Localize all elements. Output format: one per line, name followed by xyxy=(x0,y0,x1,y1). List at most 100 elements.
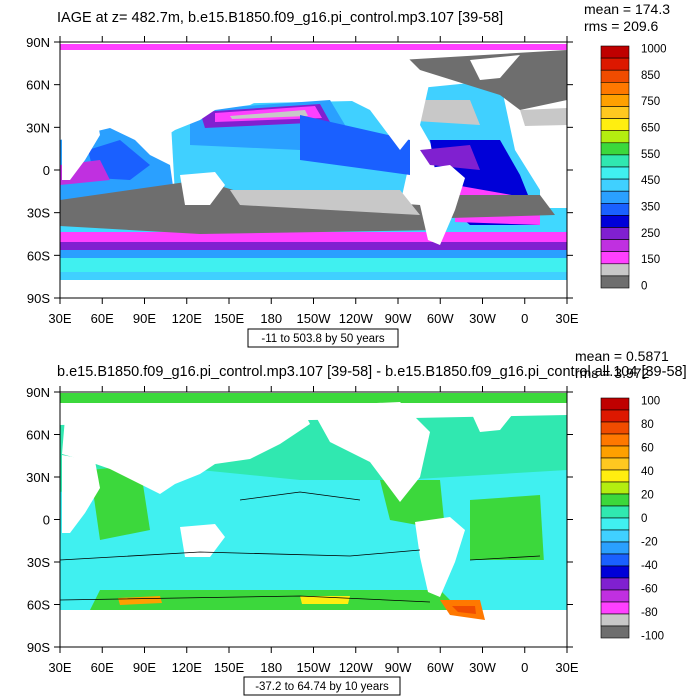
stat-rms: rms = 3.972 xyxy=(575,365,650,381)
colorbar-swatch xyxy=(600,469,630,483)
stat-rms: rms = 209.6 xyxy=(584,18,659,34)
colorbar-swatch xyxy=(600,577,630,591)
lon-label: 60W xyxy=(427,311,454,326)
colorbar-swatch xyxy=(600,69,630,83)
colorbar-swatch xyxy=(600,481,630,495)
colorbar-labels: 100 80 60 40 20 0 -20 -40 -60 -80 -100 xyxy=(641,395,664,642)
lat-label: 60N xyxy=(26,78,50,93)
colorbar-swatch xyxy=(600,215,630,228)
lon-label: 30E xyxy=(48,660,71,675)
colorbar-swatch xyxy=(600,130,630,144)
lon-label: 30E xyxy=(48,311,71,326)
colorbar-swatch xyxy=(600,409,630,423)
landmass-greenland xyxy=(470,55,520,80)
landmass-eurasia xyxy=(62,50,310,140)
colorbar-swatch xyxy=(600,493,630,507)
colorbar-swatch xyxy=(600,421,630,435)
lon-label: 60W xyxy=(427,660,454,675)
colorbar-label: 850 xyxy=(641,70,660,82)
longitude-labels: 30E 60E 90E 120E 150E 180 150W 120W 90W 60W 30W 0 30… xyxy=(48,660,578,675)
stat-mean: mean = 174.3 xyxy=(584,1,670,17)
longitude-labels: 30E 60E 90E 120E 150E 180 150W 120W 90W 60W 30W 0 30… xyxy=(48,311,578,326)
colorbar-label: 650 xyxy=(641,123,660,135)
colorbar-swatch xyxy=(600,239,630,253)
colorbar-swatch xyxy=(600,517,630,531)
colorbar-swatch xyxy=(600,45,630,59)
lon-label: 90W xyxy=(385,311,412,326)
contour-info: -11 to 503.8 by 50 years xyxy=(261,333,384,345)
lon-label: 0 xyxy=(521,311,528,326)
lon-label: 30W xyxy=(469,311,496,326)
lon-label: 150E xyxy=(214,660,245,675)
colorbar-swatch xyxy=(600,505,630,519)
panel-title: IAGE at z= 482.7m, b.e15.B1850.f09_g16.p… xyxy=(57,10,503,26)
lat-label: 60N xyxy=(26,428,50,443)
lat-label: 90N xyxy=(26,35,50,50)
colorbar xyxy=(600,397,630,639)
latitude-labels: 90N 60N 30N 0 30S 60S 90S xyxy=(26,35,50,306)
lon-label: 120E xyxy=(172,660,203,675)
lat-label: 0 xyxy=(43,513,50,528)
map-area xyxy=(60,42,567,298)
landmass-africa xyxy=(62,102,100,180)
lat-label: 30S xyxy=(27,555,50,570)
lat-label: 90S xyxy=(27,640,50,655)
map-area xyxy=(60,392,567,647)
colorbar-label: -20 xyxy=(641,537,658,549)
colorbar-swatch xyxy=(600,82,630,95)
axis-ticks xyxy=(54,36,573,304)
panel-age: IAGE at z= 482.7m, b.e15.B1850.f09_g16.p… xyxy=(26,1,670,348)
colorbar-label: 40 xyxy=(641,466,654,478)
colorbar-swatch xyxy=(600,445,630,459)
colorbar-label: 750 xyxy=(641,96,660,108)
lon-label: 30W xyxy=(469,660,496,675)
colorbar-swatch xyxy=(600,154,630,168)
lon-label: 120W xyxy=(339,311,374,326)
colorbar-swatch xyxy=(600,263,630,277)
landmass-south-america xyxy=(415,165,465,245)
lon-label: 90W xyxy=(385,660,412,675)
lon-label: 120W xyxy=(339,660,374,675)
colorbar-swatch xyxy=(600,601,630,615)
lon-label: 60E xyxy=(91,660,114,675)
colorbar-swatch xyxy=(600,166,630,180)
lon-label: 120E xyxy=(172,311,203,326)
colorbar-label: -60 xyxy=(641,584,658,596)
panel-difference: b.e15.B1850.f09_g16.pi_control.mp3.107 [… xyxy=(26,348,687,696)
lon-label: 90E xyxy=(133,311,156,326)
colorbar-label: 450 xyxy=(641,175,660,187)
colorbar-swatch xyxy=(600,178,630,192)
colorbar-swatch xyxy=(600,57,630,71)
contour-info: -37.2 to 64.74 by 10 years xyxy=(255,681,389,693)
colorbar-swatch xyxy=(600,565,630,579)
lat-label: 60S xyxy=(27,248,50,263)
colorbar-label: 0 xyxy=(641,513,647,525)
colorbar-label: 350 xyxy=(641,201,660,213)
contour-info-box xyxy=(243,676,401,696)
panel-title: b.e15.B1850.f09_g16.pi_control.mp3.107 [… xyxy=(57,364,687,380)
colorbar-swatch xyxy=(600,613,630,627)
colorbar-swatch xyxy=(600,118,630,131)
colorbar-swatch xyxy=(600,94,630,107)
colorbar-label: 1000 xyxy=(641,44,667,56)
colorbar-swatch xyxy=(600,433,630,447)
colorbar-swatch xyxy=(600,457,630,471)
lat-label: 30S xyxy=(27,206,50,221)
colorbar-label: 550 xyxy=(641,149,660,161)
lon-label: 180 xyxy=(260,311,282,326)
colorbar-swatch xyxy=(600,553,630,567)
lat-label: 30N xyxy=(26,120,50,135)
colorbar-label: -80 xyxy=(641,607,658,619)
colorbar-swatch xyxy=(600,275,630,289)
lat-label: 90S xyxy=(27,291,50,306)
colorbar-label: 150 xyxy=(641,254,660,266)
colorbar-swatch xyxy=(600,251,630,265)
colorbar-swatch xyxy=(600,106,630,119)
colorbar-label: 60 xyxy=(641,442,654,454)
latitude-labels: 90N 60N 30N 0 30S 60S 90S xyxy=(26,385,50,655)
colorbar-swatch xyxy=(600,529,630,543)
landmass-antarctica xyxy=(60,280,567,298)
lon-label: 90E xyxy=(133,660,156,675)
lat-label: 90N xyxy=(26,385,50,400)
